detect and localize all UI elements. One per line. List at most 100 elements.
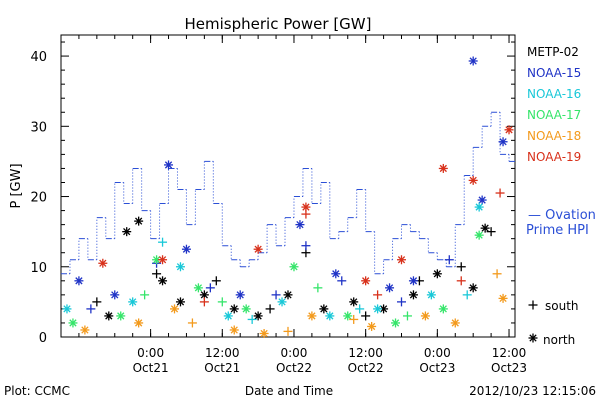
- x-tick-date-label: Oct21: [204, 361, 240, 375]
- noaa-15-north-point: [498, 137, 508, 147]
- metp-02-south-point: [211, 276, 221, 286]
- y-tick-label: 40: [30, 50, 47, 65]
- noaa-19-north-point: [253, 244, 263, 254]
- noaa-15-north-point: [110, 290, 120, 300]
- noaa-16-north-point: [426, 290, 436, 300]
- noaa-18-north-point: [367, 321, 377, 331]
- noaa-19-north-point: [397, 255, 406, 265]
- metp-02-north-point: [122, 227, 132, 237]
- legend-entry-noaa-18: NOAA-18: [527, 129, 581, 143]
- noaa-17-north-point: [391, 318, 401, 328]
- legend: METP-02 NOAA-15 NOAA-16 NOAA-17 NOAA-18 NOAA-…: [526, 45, 596, 347]
- noaa-17-north-point: [343, 311, 353, 321]
- y-tick-label: 10: [30, 261, 47, 276]
- noaa-16-north-point: [277, 297, 287, 307]
- noaa-19-south-point: [301, 209, 311, 219]
- x-tick-label: 12:00: [205, 346, 240, 360]
- noaa-19-south-point: [456, 276, 466, 286]
- metp-02-south-point: [92, 297, 102, 307]
- noaa-15-north-point: [408, 276, 418, 286]
- noaa-19-south-point: [199, 297, 209, 307]
- y-tick-label: 0: [39, 331, 47, 346]
- legend-entry-noaa-16: NOAA-16: [527, 87, 581, 101]
- y-axis-label: P [GW]: [9, 163, 24, 208]
- noaa-17-south-point: [217, 297, 227, 307]
- legend-ovation-line2: Prime HPI: [526, 223, 589, 238]
- metp-02-north-point: [229, 304, 239, 314]
- legend-entry-noaa-17: NOAA-17: [527, 108, 581, 122]
- noaa-19-north-point: [438, 163, 448, 173]
- noaa-18-north-point: [498, 293, 508, 303]
- noaa-18-south-point: [187, 318, 197, 328]
- noaa-17-north-point: [116, 311, 126, 321]
- noaa-16-south-point: [462, 290, 472, 300]
- metp-02-north-point: [104, 311, 114, 321]
- noaa-17-north-point: [289, 262, 299, 272]
- noaa-17-north-point: [193, 283, 203, 293]
- metp-02-north-point: [408, 290, 418, 300]
- metp-02-south-point: [486, 227, 496, 237]
- noaa-15-north-point: [295, 220, 305, 230]
- x-tick-date-label: Oct22: [276, 361, 312, 375]
- generation-timestamp: 2012/10/23 12:15:06: [469, 384, 596, 398]
- noaa-15-north-point: [235, 290, 245, 300]
- noaa-15-north-point: [74, 276, 84, 286]
- noaa-19-south-point: [373, 290, 383, 300]
- noaa-15-north-point: [164, 160, 174, 170]
- noaa-17-north-point: [438, 304, 448, 314]
- noaa-16-north-point: [128, 297, 138, 307]
- chart-title: Hemispheric Power [GW]: [185, 15, 372, 33]
- noaa-17-north-point: [241, 304, 251, 314]
- metp-02-north-point: [349, 297, 359, 307]
- noaa-18-north-point: [450, 318, 460, 328]
- metp-02-north-point: [480, 223, 490, 233]
- y-tick-label: 30: [30, 120, 47, 135]
- legend-north-symbol: [528, 333, 538, 343]
- x-tick-date-label: Oct21: [133, 361, 169, 375]
- noaa-18-north-point: [134, 318, 144, 328]
- noaa-18-south-point: [283, 326, 293, 336]
- metp-02-south-point: [152, 269, 162, 279]
- legend-ovation-line1: — Ovation: [528, 208, 596, 223]
- legend-entry-noaa-15: NOAA-15: [527, 66, 581, 80]
- noaa-16-south-point: [158, 237, 168, 247]
- noaa-15-south-point: [444, 255, 454, 265]
- noaa-15-south-point: [397, 297, 406, 307]
- legend-entry-metp-02: METP-02: [527, 45, 579, 59]
- legend-north-label: north: [543, 333, 575, 347]
- noaa-19-north-point: [98, 258, 108, 268]
- x-tick-label: 0:00: [424, 346, 451, 360]
- noaa-18-south-point: [349, 314, 359, 324]
- noaa-15-south-point: [271, 290, 281, 300]
- noaa-19-north-point: [468, 175, 478, 185]
- legend-south-label: south: [545, 299, 579, 313]
- noaa-16-north-point: [62, 304, 72, 314]
- noaa-17-south-point: [402, 311, 412, 321]
- noaa-18-north-point: [259, 328, 269, 338]
- noaa-17-south-point: [313, 283, 323, 293]
- noaa-15-north-point: [181, 244, 191, 254]
- x-tick-label: 12:00: [492, 346, 527, 360]
- x-tick-label: 0:00: [280, 346, 307, 360]
- noaa-15-north-point: [385, 283, 395, 293]
- noaa-16-north-point: [474, 202, 484, 212]
- metp-02-north-point: [319, 304, 329, 314]
- noaa-19-north-point: [158, 255, 168, 265]
- noaa-16-north-point: [373, 304, 383, 314]
- noaa-19-north-point: [361, 276, 371, 286]
- noaa-15-north-point: [468, 56, 478, 66]
- y-tick-label: 20: [30, 191, 47, 206]
- noaa-15-south-point: [301, 241, 311, 251]
- noaa-16-south-point: [355, 304, 365, 314]
- x-tick-date-label: Oct23: [491, 361, 527, 375]
- metp-02-north-point: [158, 276, 168, 286]
- noaa-16-south-point: [247, 314, 257, 324]
- noaa-18-north-point: [229, 325, 239, 335]
- metp-02-north-point: [253, 311, 263, 321]
- plot-credit: Plot: CCMC: [4, 384, 70, 398]
- x-tick-label: 0:00: [137, 346, 164, 360]
- metp-02-north-point: [432, 269, 442, 279]
- metp-02-north-point: [283, 290, 293, 300]
